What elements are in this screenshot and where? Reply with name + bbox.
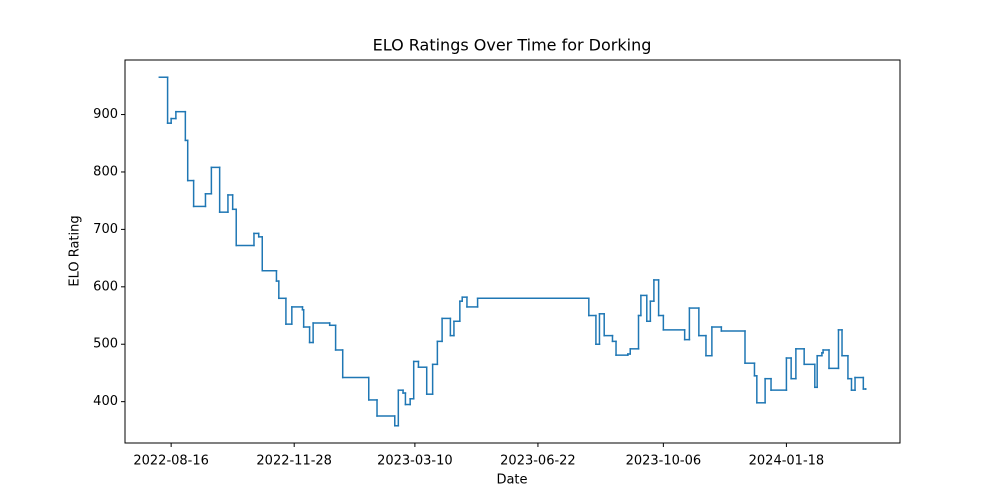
x-tick-label: 2023-10-06 — [626, 454, 702, 469]
x-axis-label: Date — [496, 473, 527, 488]
x-tick-label: 2023-06-22 — [500, 454, 576, 469]
chart-title: ELO Ratings Over Time for Dorking — [373, 36, 652, 55]
x-tick-label: 2024-01-18 — [749, 454, 825, 469]
y-tick-label: 500 — [93, 337, 118, 352]
y-tick-label: 800 — [93, 164, 118, 179]
y-tick-label: 400 — [93, 394, 118, 409]
x-tick-label: 2022-11-28 — [256, 454, 332, 469]
y-tick-label: 600 — [93, 279, 118, 294]
y-axis-label: ELO Rating — [68, 215, 83, 286]
x-tick-label: 2023-03-10 — [377, 454, 453, 469]
x-tick-label: 2022-08-16 — [133, 454, 209, 469]
y-tick-label: 900 — [93, 107, 118, 122]
axes-frame — [124, 59, 901, 444]
y-tick-label: 700 — [93, 222, 118, 237]
